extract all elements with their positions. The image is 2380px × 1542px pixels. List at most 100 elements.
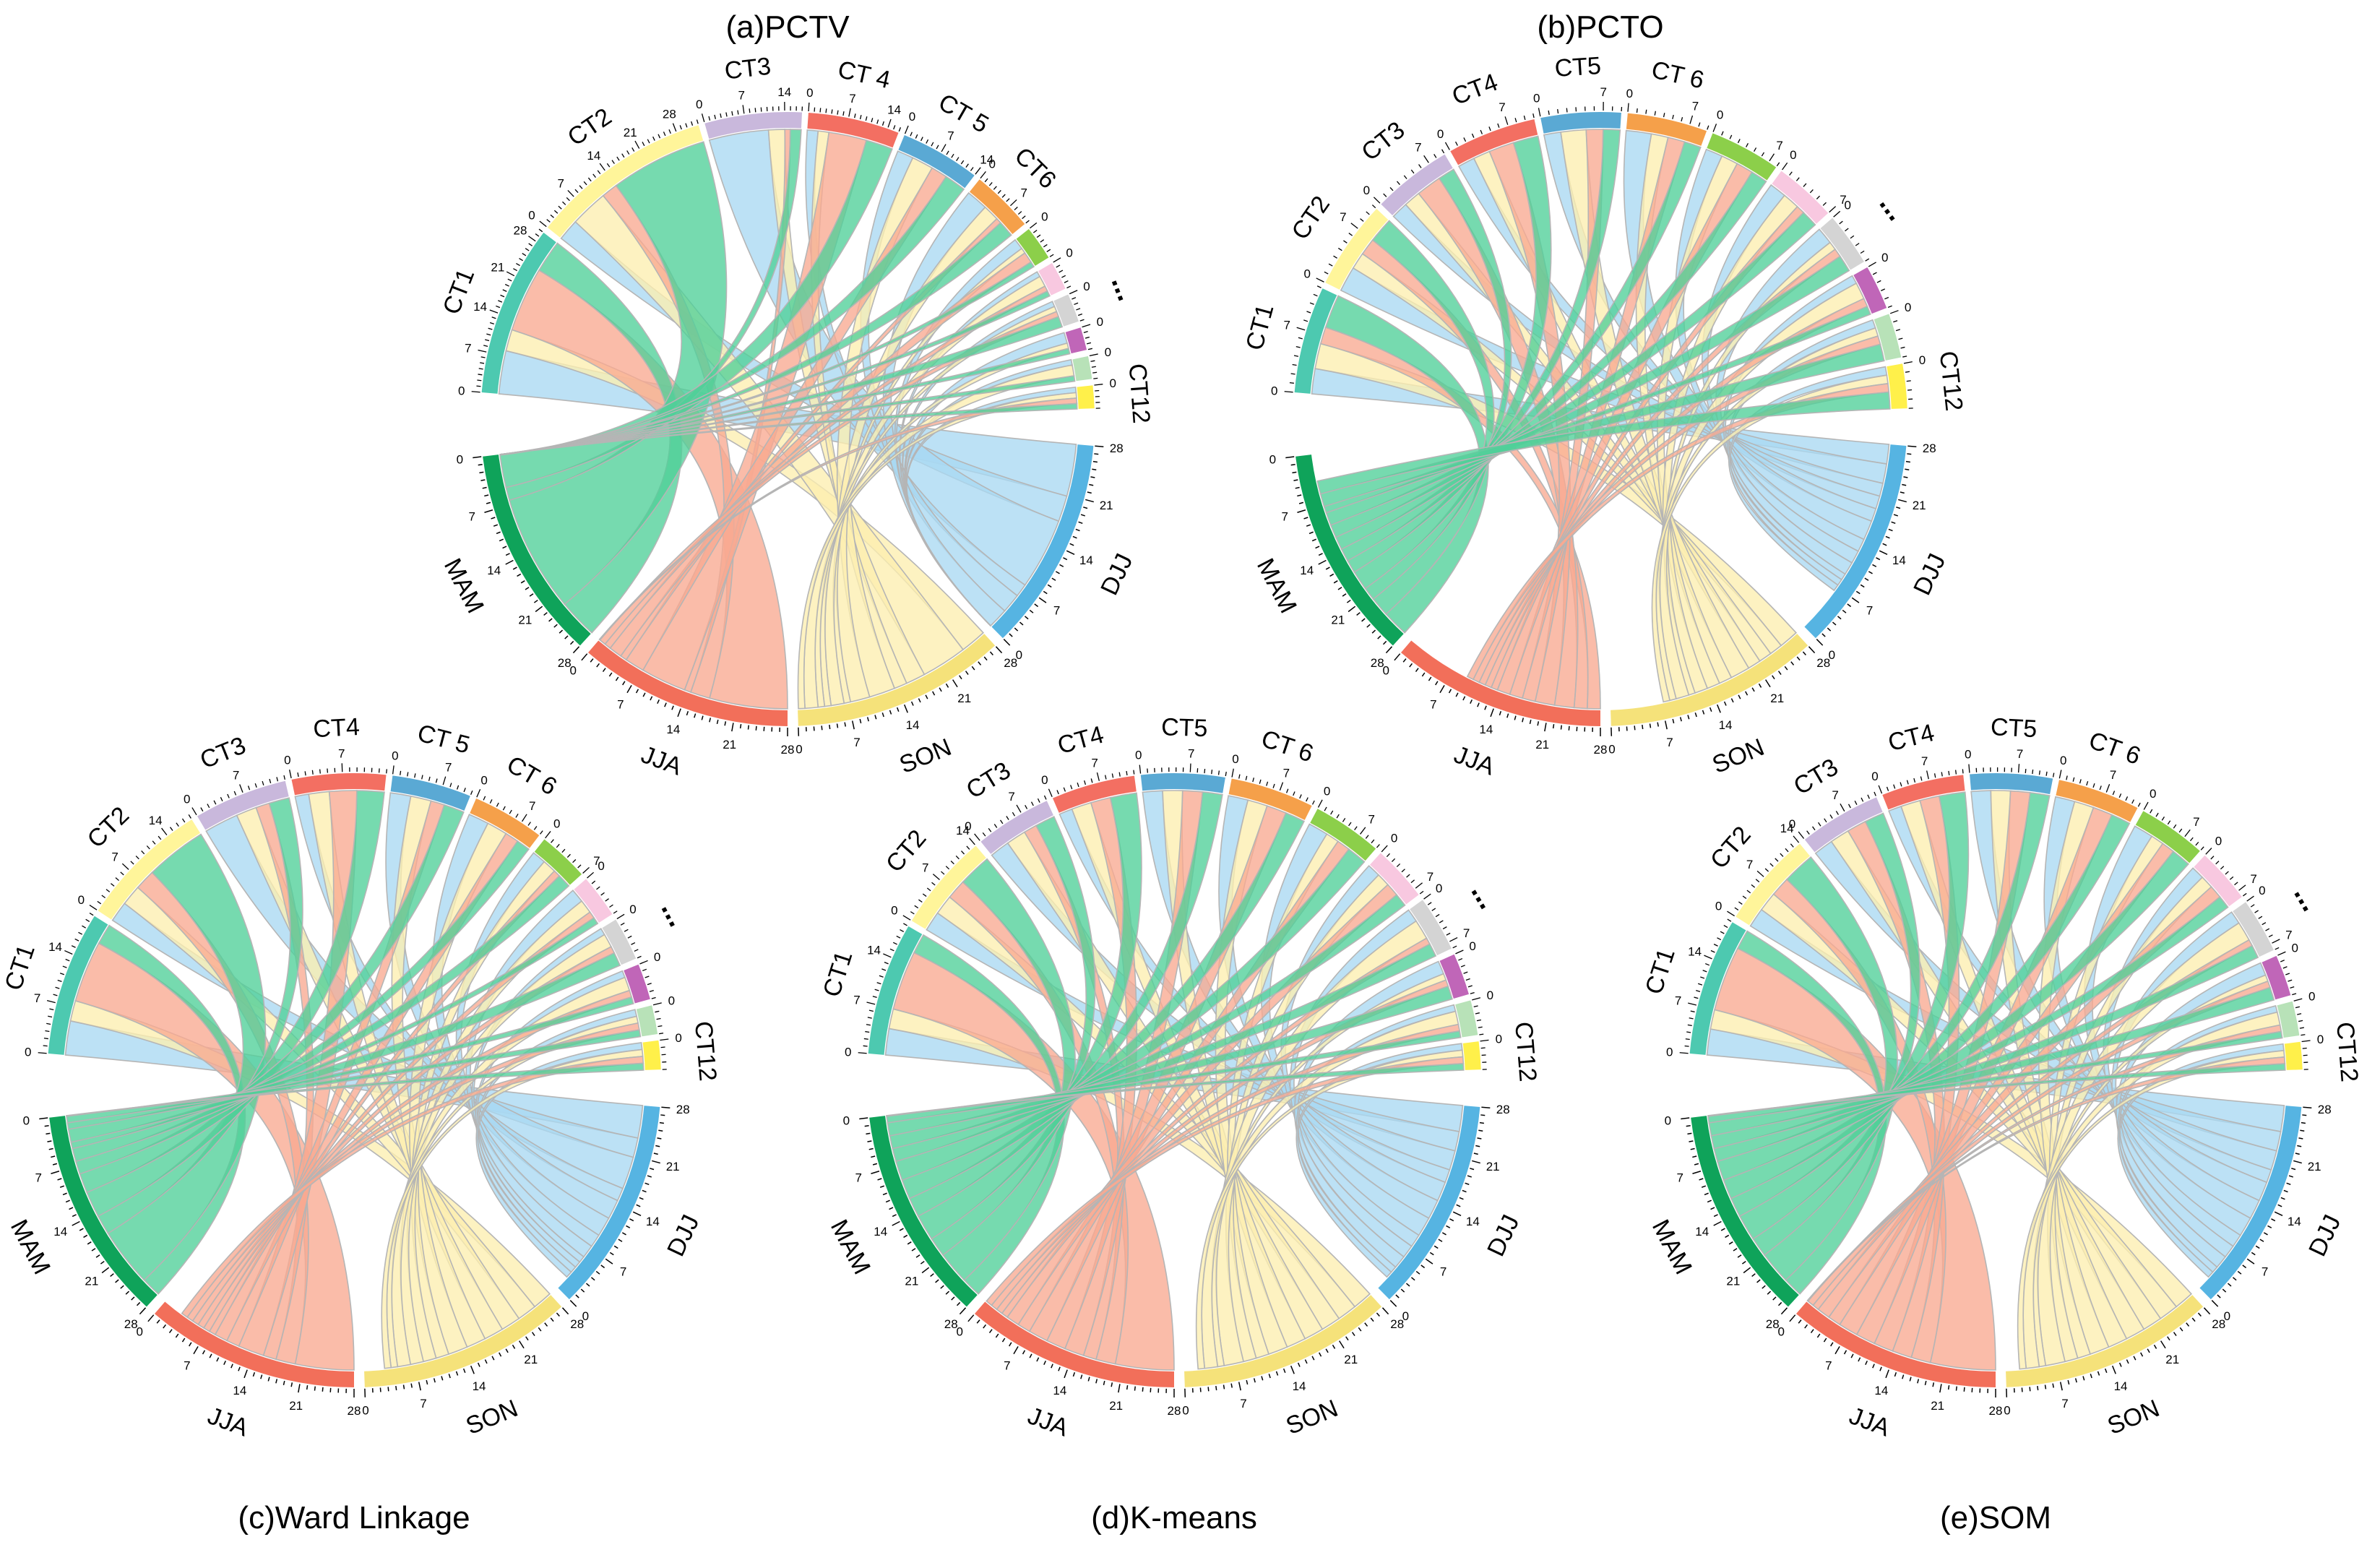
season-tick-label: 14 [646,1215,660,1228]
type-tick [760,107,762,112]
type-tick [1043,244,1048,248]
season-tick [2111,1365,2116,1374]
season-tick [1013,1346,1019,1355]
season-tick [115,1279,119,1283]
type-tick [657,1025,663,1028]
season-tick [502,546,507,549]
season-tick-label: 14 [1479,723,1493,736]
season-tick [51,1171,60,1174]
type-tick [513,268,517,272]
type-tick [1279,782,1284,791]
type-tick [892,942,897,945]
type-tick [1698,122,1701,127]
chord-link-jja [986,1056,1465,1306]
season-tick [622,681,626,686]
season-tick [1051,1364,1053,1369]
type-tick [1906,780,1909,785]
type-tick [1473,1005,1478,1008]
season-tick [661,1106,671,1109]
type-tick [600,892,605,896]
type-tick [1311,800,1315,805]
season-tick [209,1353,212,1358]
type-tick [1679,1052,1689,1054]
season-tick [836,723,839,728]
season-tick-label: 28 [558,656,572,670]
season-tick-label: 14 [53,1225,67,1239]
type-tick-label: 0 [909,110,915,124]
season-tick [2259,1239,2264,1242]
season-tick [615,676,619,681]
type-tick-label: 0 [1469,939,1475,953]
type-tick [1030,801,1034,806]
season-tick [455,1371,459,1376]
season-tick [1741,1260,1746,1265]
season-tick [1069,543,1074,546]
type-tick [2272,939,2280,944]
chord-link-mam [66,1062,644,1117]
type-tick [1920,776,1923,781]
season-tick [2280,1197,2285,1200]
season-sector-djj [1804,444,1907,639]
season-tick [1701,1185,1707,1188]
type-tick-label: 14 [956,824,970,837]
type-tick [2086,781,2089,786]
season-tick [1455,692,1459,697]
season-tick [976,1319,980,1324]
season-tick [2295,1153,2300,1155]
type-sector-5 [1970,772,2053,795]
chords [884,790,1465,1371]
season-tick [1885,1369,1889,1379]
type-sector-11 [1455,1000,1478,1038]
season-tick-label: 28 [1371,656,1384,670]
season-tick [72,1214,77,1218]
type-tick [1900,782,1902,787]
season-tick [1716,704,1721,713]
type-tick [1712,124,1717,132]
type-tick [1025,804,1028,809]
season-tick-label: 7 [855,1171,862,1185]
chord-link-mam [1335,171,1767,551]
season-tick [1441,1232,1446,1236]
season-tick [1047,584,1052,588]
type-tick [1681,116,1683,122]
season-tick [1438,1239,1443,1242]
type-tick [2265,928,2270,931]
type-tick [176,822,179,827]
season-tick [918,698,921,703]
ellipsis-label: ... [1465,877,1505,914]
type-tick [1467,985,1473,988]
type-tick [2280,960,2285,962]
type-tick [62,965,67,968]
type-tick [1427,902,1432,905]
type-tick-label: 21 [624,126,637,139]
type-tick [1330,810,1334,815]
chord-link-mam [901,811,1305,1199]
season-tick [1303,517,1308,520]
type-tick-label: 0 [1083,280,1090,293]
type-tick [982,832,986,837]
type-tick [1727,910,1735,917]
type-tick [1756,870,1764,877]
season-tick [1095,1379,1098,1384]
type-tick [2302,1047,2307,1049]
type-tick [606,163,611,168]
season-tick [223,1360,227,1366]
type-tick-label: 7 [1776,139,1782,152]
type-tick-label: 7 [1746,858,1753,871]
type-tick [1006,198,1010,202]
type-tick [631,147,635,152]
season-tick [505,1348,509,1353]
season-tick [175,1333,179,1338]
type-tick-label: 0 [1496,1033,1502,1046]
type-tick [644,975,650,978]
season-tick [1506,713,1509,718]
season-tick [484,1359,488,1364]
season-tick [1477,702,1480,707]
type-tick-label: 0 [598,859,604,873]
type-tick [993,186,997,190]
type-tick [507,278,512,282]
season-tick [1690,1147,1695,1150]
type-tick-label: 7 [922,861,928,875]
type-sector-8 [1038,262,1066,296]
season-tick-label: 7 [1677,1171,1683,1185]
